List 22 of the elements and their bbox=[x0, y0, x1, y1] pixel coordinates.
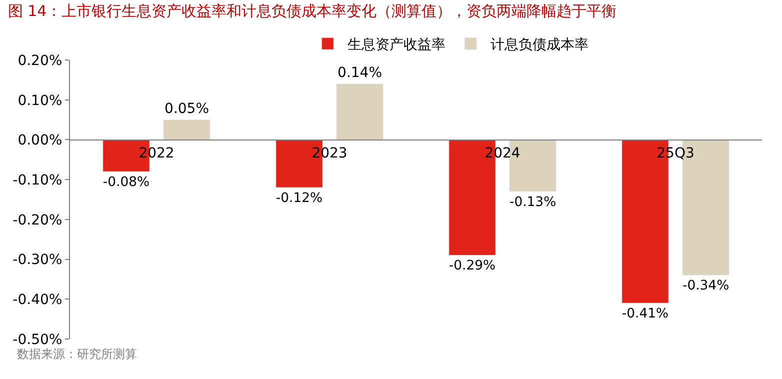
data-label: 0.05% bbox=[164, 100, 210, 117]
y-tick-label: -0.50% bbox=[12, 332, 62, 348]
data-label: -0.41% bbox=[622, 306, 669, 322]
y-tick-label: 0.20% bbox=[18, 52, 62, 69]
legend-label: 生息资产收益率 bbox=[348, 37, 446, 54]
y-tick-label: -0.10% bbox=[12, 172, 62, 188]
y-tick-label: -0.20% bbox=[12, 212, 62, 228]
bar bbox=[336, 84, 384, 140]
y-tick-label: -0.30% bbox=[12, 252, 62, 268]
chart-title: 图 14：上市银行生息资产收益率和计息负债成本率变化（测算值），资负两端降幅趋于平衡 bbox=[8, 2, 617, 20]
y-tick-label: -0.40% bbox=[12, 292, 62, 308]
data-label: -0.34% bbox=[682, 278, 730, 294]
bar bbox=[163, 120, 210, 140]
source-note: 数据来源：研究所测算 bbox=[17, 347, 137, 361]
data-label: -0.12% bbox=[276, 190, 323, 206]
legend-label: 计息负债成本率 bbox=[490, 37, 589, 54]
y-tick-label: 0.00% bbox=[18, 132, 62, 149]
data-label: -0.29% bbox=[448, 258, 496, 274]
data-label: 0.14% bbox=[338, 64, 382, 81]
data-label: -0.13% bbox=[509, 194, 556, 210]
y-tick-label: 0.10% bbox=[18, 92, 62, 109]
data-label: -0.08% bbox=[102, 174, 150, 190]
